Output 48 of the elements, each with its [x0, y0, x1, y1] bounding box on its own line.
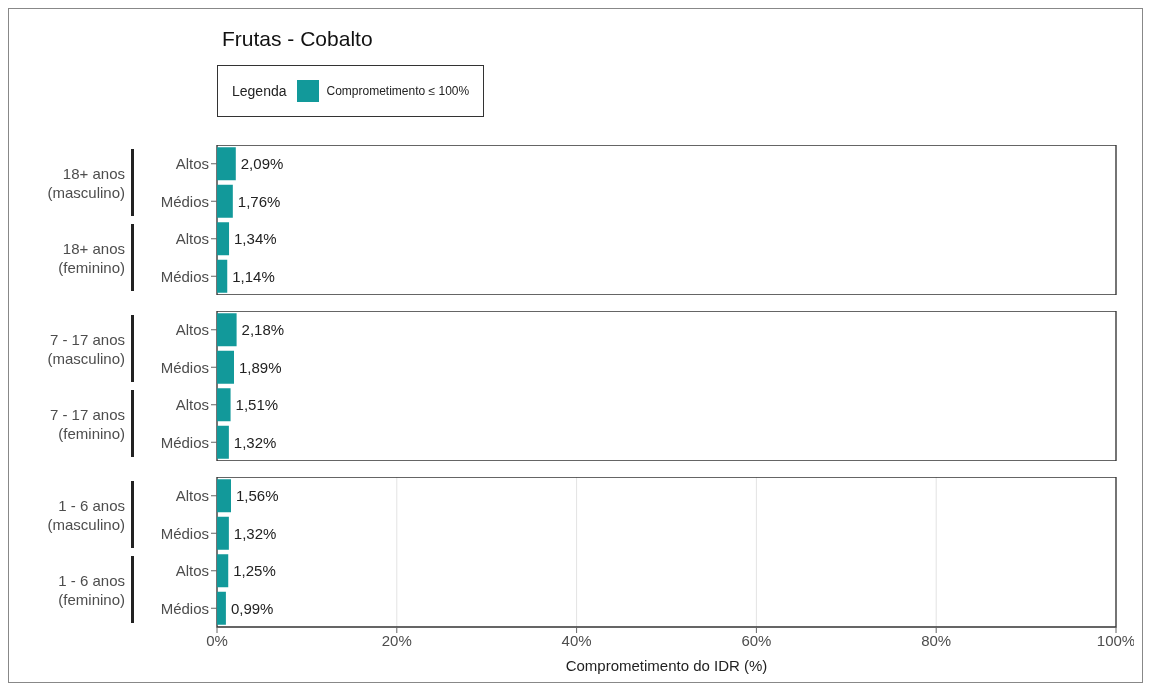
bar	[217, 350, 234, 384]
text: 18+ anos (masculino)	[46, 163, 125, 202]
bar	[217, 313, 237, 347]
x-axis-title: Comprometimento do IDR (%)	[564, 657, 769, 676]
bar	[217, 147, 236, 181]
y-tick-label: Altos	[175, 487, 209, 505]
legend-title: Legenda	[232, 83, 287, 99]
bar	[217, 259, 228, 293]
text: 1 - 6 anos (feminino)	[57, 570, 125, 609]
bar	[217, 222, 230, 256]
y-tick-label: Médios	[160, 192, 209, 210]
bar	[217, 425, 229, 459]
text: 18+ anos (feminino)	[57, 238, 125, 277]
y-tick-label: Médios	[160, 524, 209, 542]
data-label: 1,51%	[235, 396, 279, 414]
y-tick-label: Médios	[160, 599, 209, 617]
y-tick-label: Altos	[175, 321, 209, 339]
data-label: 1,89%	[238, 358, 282, 376]
x-tick-label: 80%	[921, 631, 952, 649]
text: 7 - 17 anos (feminino)	[48, 404, 125, 443]
data-label: 1,56%	[236, 487, 279, 505]
data-label: 1,76%	[237, 192, 281, 210]
data-label: 1,25%	[233, 562, 276, 580]
x-tick-label: 20%	[381, 631, 412, 649]
x-tick-label: 40%	[561, 631, 592, 649]
legend-label: Comprometimento ≤ 100%	[326, 84, 470, 98]
bar	[217, 184, 233, 218]
y-tick-label: Médios	[160, 358, 209, 376]
y-tick-label: Altos	[175, 155, 209, 173]
y-tick-label: Altos	[175, 562, 209, 580]
bar	[217, 388, 231, 422]
text: 1 - 6 anos (masculino)	[46, 495, 125, 534]
text: 7 - 17 anos (masculino)	[46, 329, 125, 368]
data-label: 1,34%	[234, 230, 277, 248]
y-tick-label: Médios	[160, 433, 209, 451]
x-tick-label: 60%	[741, 631, 772, 649]
x-tick-label: 100%	[1096, 631, 1136, 649]
data-label: 0,99%	[230, 599, 274, 617]
y-tick-label: Médios	[160, 267, 209, 285]
data-label: 1,14%	[232, 267, 275, 285]
x-tick-label: 0%	[206, 631, 228, 649]
data-label: 2,09%	[240, 155, 284, 173]
chart-title: Frutas - Cobalto	[221, 27, 374, 51]
data-label: 1,32%	[233, 524, 277, 542]
data-label: 1,32%	[233, 433, 277, 451]
y-tick-label: Altos	[175, 396, 209, 414]
y-tick-label: Altos	[175, 230, 209, 248]
data-label: 2,18%	[241, 321, 285, 339]
